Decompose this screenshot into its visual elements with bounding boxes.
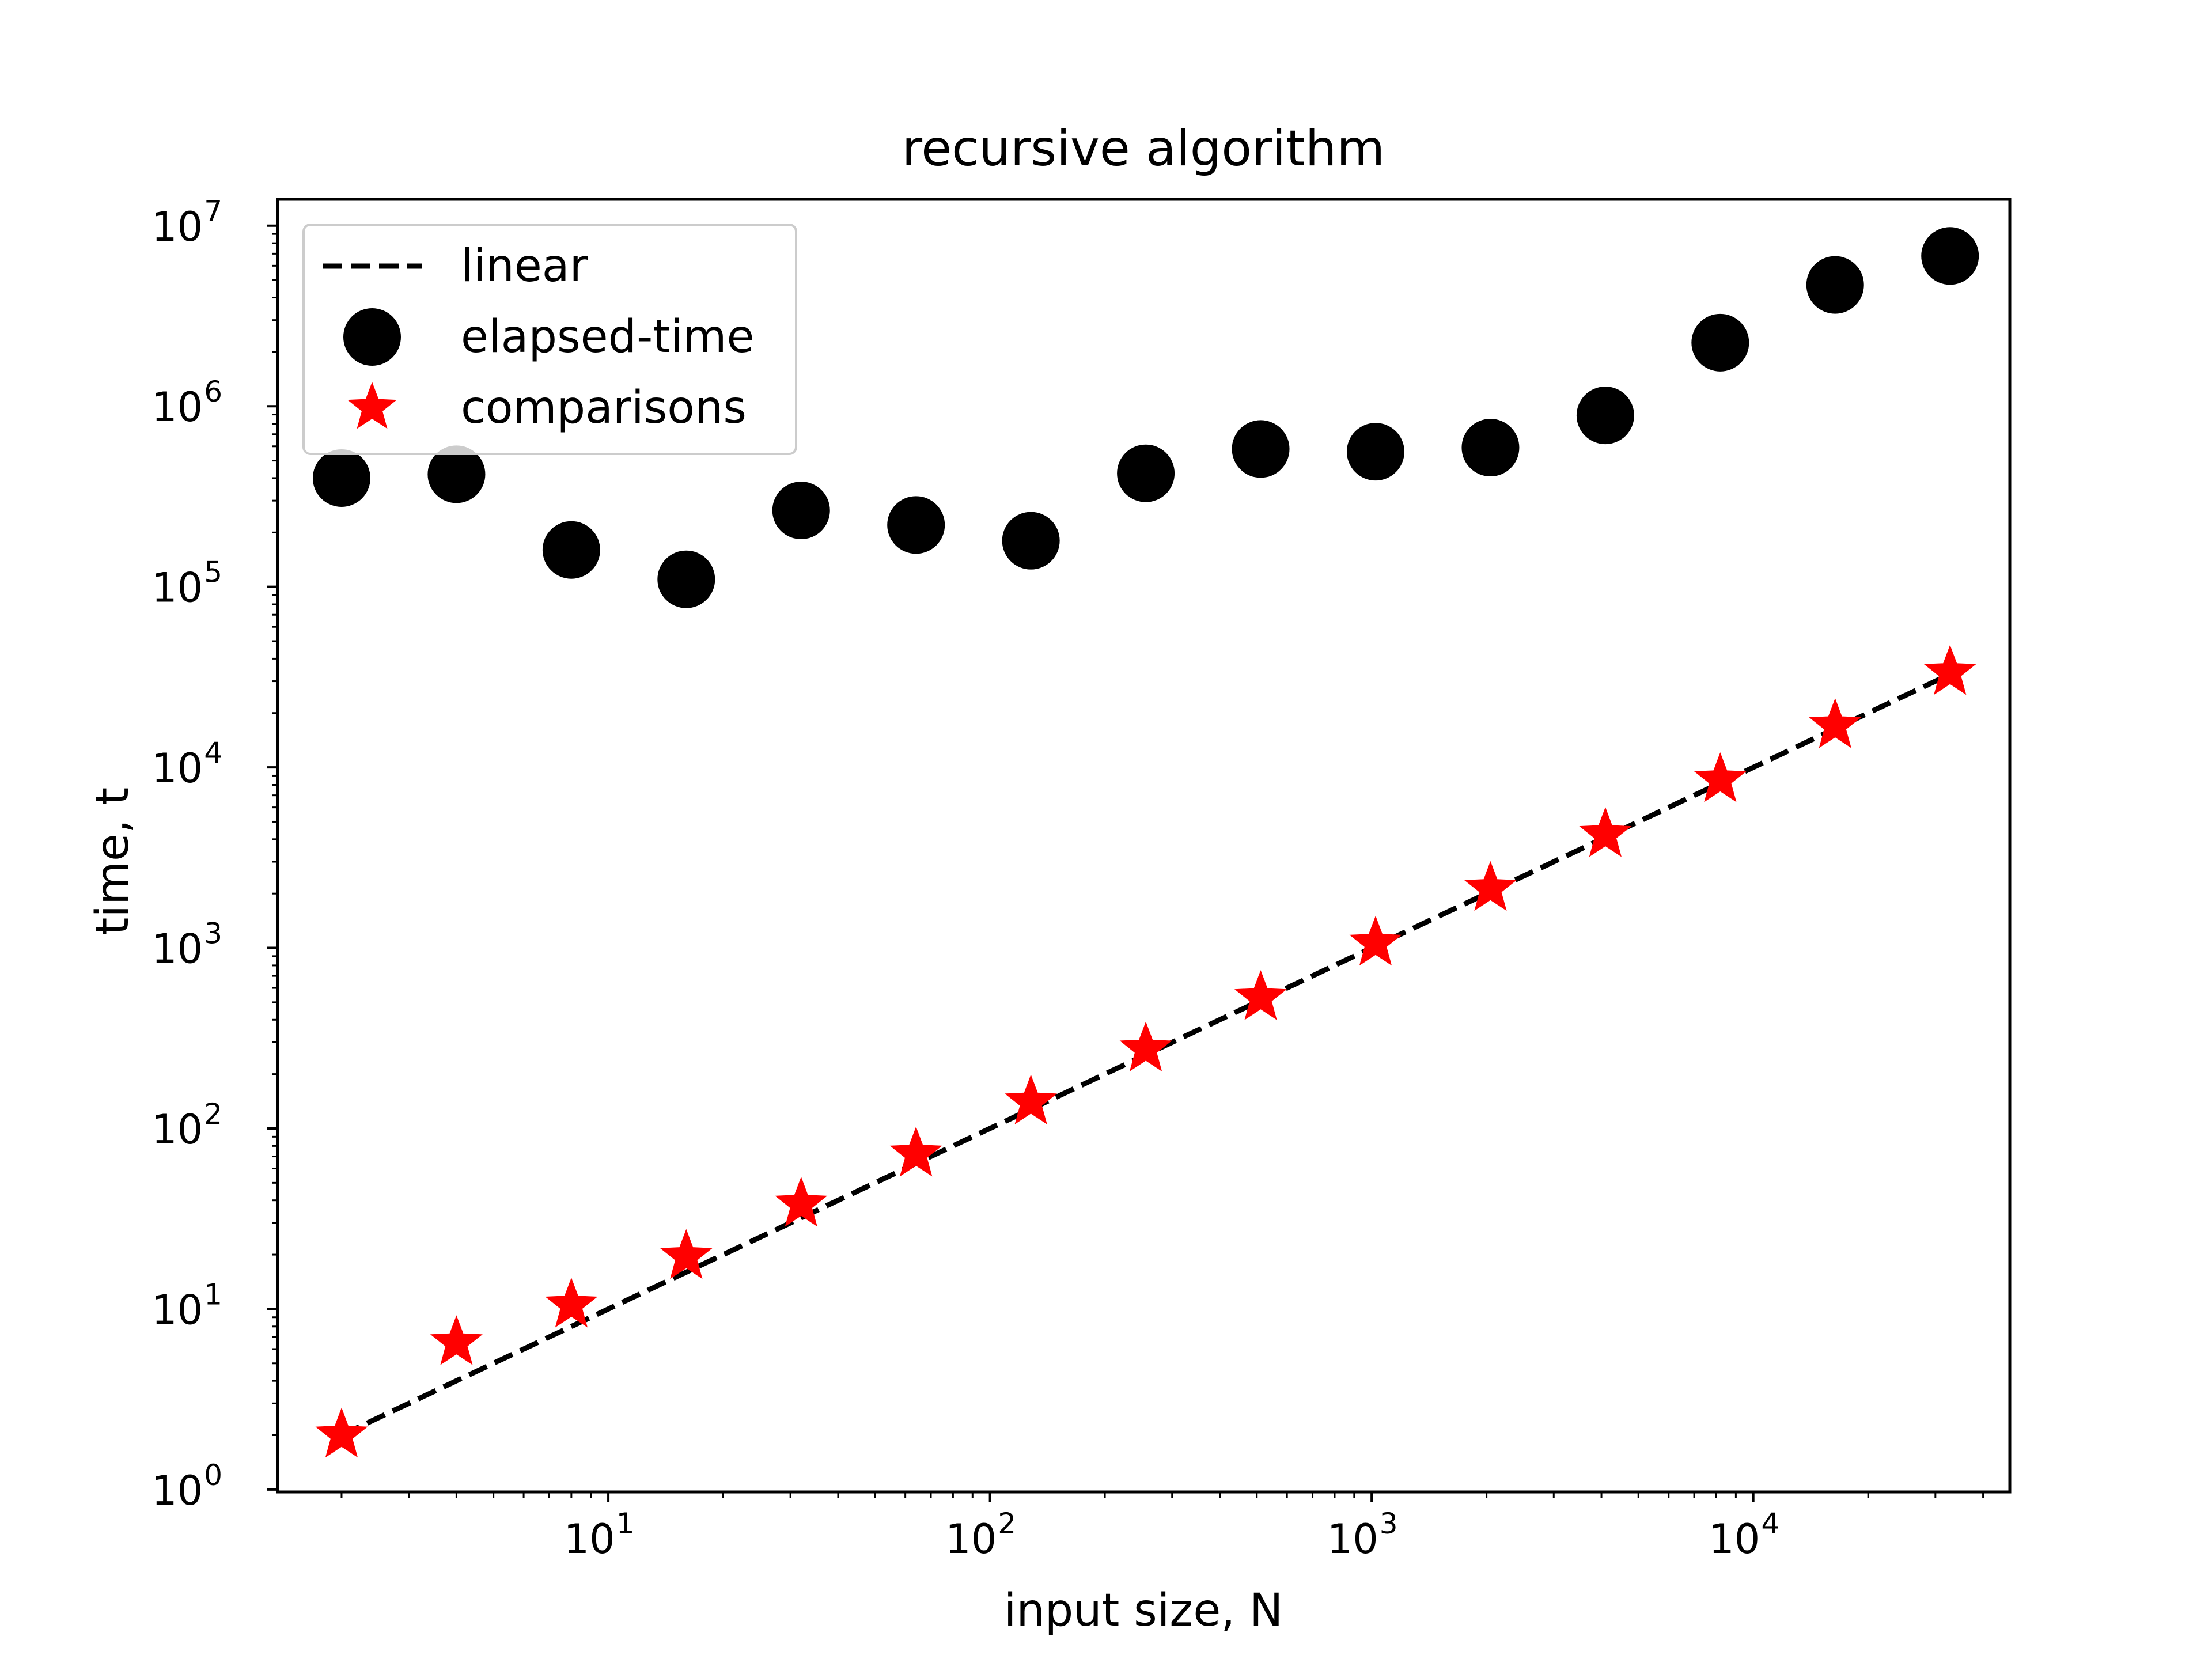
x-axis-label: input size, N: [1004, 1585, 1283, 1637]
elapsed-time-point: [772, 482, 830, 540]
comparisons-point: [889, 1126, 942, 1177]
elapsed-time-point: [657, 550, 715, 608]
x-tick-label-exponent: 4: [1761, 1507, 1779, 1540]
elapsed-time-point: [312, 449, 370, 507]
comparisons-point: [660, 1229, 713, 1279]
legend-marker-comparisons: [347, 382, 397, 429]
elapsed-time-point: [1576, 387, 1634, 445]
y-tick-label-exponent: 4: [204, 736, 222, 770]
elapsed-time-point: [427, 445, 486, 503]
legend-label: linear: [461, 240, 589, 292]
elapsed-time-point: [1232, 420, 1290, 478]
legend-marker-elapsed-time: [343, 308, 401, 366]
axes-frame: [276, 198, 2012, 1494]
comparisons-point: [1579, 807, 1632, 857]
y-tick-label-exponent: 0: [204, 1459, 222, 1492]
comparisons-point: [1234, 970, 1287, 1020]
elapsed-time-point: [1691, 313, 1749, 372]
comparisons-point: [775, 1176, 828, 1227]
y-tick-label-exponent: 1: [204, 1278, 222, 1311]
x-tick-label-exponent: 2: [998, 1507, 1016, 1540]
elapsed-time-point: [1002, 512, 1060, 570]
plot-area: [312, 227, 1979, 1458]
x-tick-label-exponent: 3: [1380, 1507, 1398, 1540]
legend-label: comparisons: [461, 382, 747, 434]
elapsed-time-point: [1117, 444, 1175, 502]
elapsed-time-point: [1921, 227, 1979, 285]
y-tick-label-exponent: 7: [204, 195, 222, 228]
legend-label: elapsed-time: [461, 311, 754, 363]
elapsed-time-point: [1806, 256, 1864, 314]
comparisons-point: [1923, 645, 1976, 695]
y-tick-label-exponent: 3: [204, 917, 222, 950]
comparisons-point: [1349, 915, 1402, 966]
x-tick-label-exponent: 1: [616, 1507, 635, 1540]
comparisons-point: [1694, 752, 1747, 802]
chart-title: recursive algorithm: [902, 120, 1385, 177]
comparisons-point: [1005, 1074, 1058, 1124]
y-tick-label: 106: [151, 375, 222, 431]
comparisons-point: [430, 1315, 483, 1365]
comparisons-point: [545, 1277, 598, 1328]
elapsed-time-point: [542, 521, 600, 579]
elapsed-time-point: [1461, 419, 1520, 477]
legend-box: [302, 224, 797, 455]
y-tick-label-exponent: 5: [204, 556, 222, 589]
y-tick-label-exponent: 2: [204, 1097, 222, 1131]
comparisons-point: [1464, 861, 1517, 911]
comparisons-point: [315, 1407, 368, 1458]
comparisons-point: [1119, 1021, 1172, 1071]
y-tick-label-exponent: 6: [204, 375, 222, 408]
y-axis-label: time, t: [87, 787, 139, 935]
elapsed-time-point: [1346, 423, 1404, 481]
comparisons-point: [1809, 698, 1862, 748]
legend: linear elapsed-time comparisons: [302, 224, 797, 455]
elapsed-time-point: [887, 496, 945, 554]
